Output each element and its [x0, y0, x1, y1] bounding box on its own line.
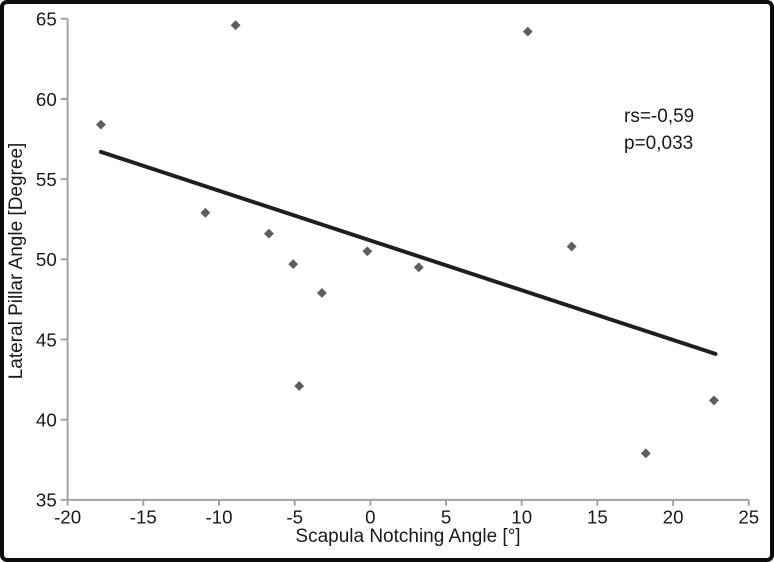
y-axis-tick-label: 35 — [36, 490, 57, 511]
x-axis-tick-label: 20 — [663, 506, 684, 527]
data-point-marker — [362, 246, 373, 257]
y-axis-tick-label: 55 — [36, 169, 57, 190]
data-point-marker — [294, 381, 305, 391]
data-point-marker — [95, 119, 106, 130]
x-axis-title: Scapula Notching Angle [°] — [295, 526, 521, 547]
y-axis-tick-label: 65 — [36, 9, 57, 30]
correlation-annotation: rs=-0,59 p=0,033 — [624, 103, 694, 157]
x-axis-tick-label: -10 — [205, 506, 232, 527]
y-axis-tick-label: 50 — [36, 249, 57, 270]
x-axis-tick-label: -20 — [54, 506, 81, 527]
x-axis-tick-label: 0 — [365, 506, 375, 527]
data-point-marker — [288, 259, 299, 270]
trend-line — [98, 149, 718, 356]
annotation-p-value: p=0,033 — [624, 133, 694, 154]
data-point-marker — [230, 20, 241, 31]
data-point-marker — [566, 241, 577, 252]
data-point-marker — [413, 262, 424, 273]
y-axis-tick-label: 60 — [36, 89, 57, 110]
annotation-rs-value: rs=-0,59 — [624, 106, 695, 127]
data-point-marker — [200, 207, 211, 218]
x-axis-tick-label: -5 — [286, 506, 303, 527]
x-axis-tick-label: 5 — [441, 506, 451, 527]
data-point-marker — [709, 395, 719, 406]
y-axis-tick-label: 40 — [36, 410, 57, 431]
data-point-marker — [316, 288, 327, 298]
x-axis-tick-label: -15 — [130, 506, 157, 527]
scatter-chart-canvas: -20 -15 -10 -5 0 5 10 15 20 25 35 40 45 50 55 60 65 — [36, 9, 759, 528]
data-point-marker — [640, 448, 651, 459]
x-axis-tick-label: 25 — [738, 506, 759, 527]
y-axis-title: Lateral Pillar Angle [Degree] — [6, 142, 27, 380]
data-point-marker — [522, 26, 533, 37]
x-axis-tick-label: 10 — [511, 506, 532, 527]
y-axis-tick-label: 45 — [36, 329, 57, 350]
data-point-marker — [264, 228, 274, 239]
x-axis-tick-label: 15 — [587, 506, 608, 527]
